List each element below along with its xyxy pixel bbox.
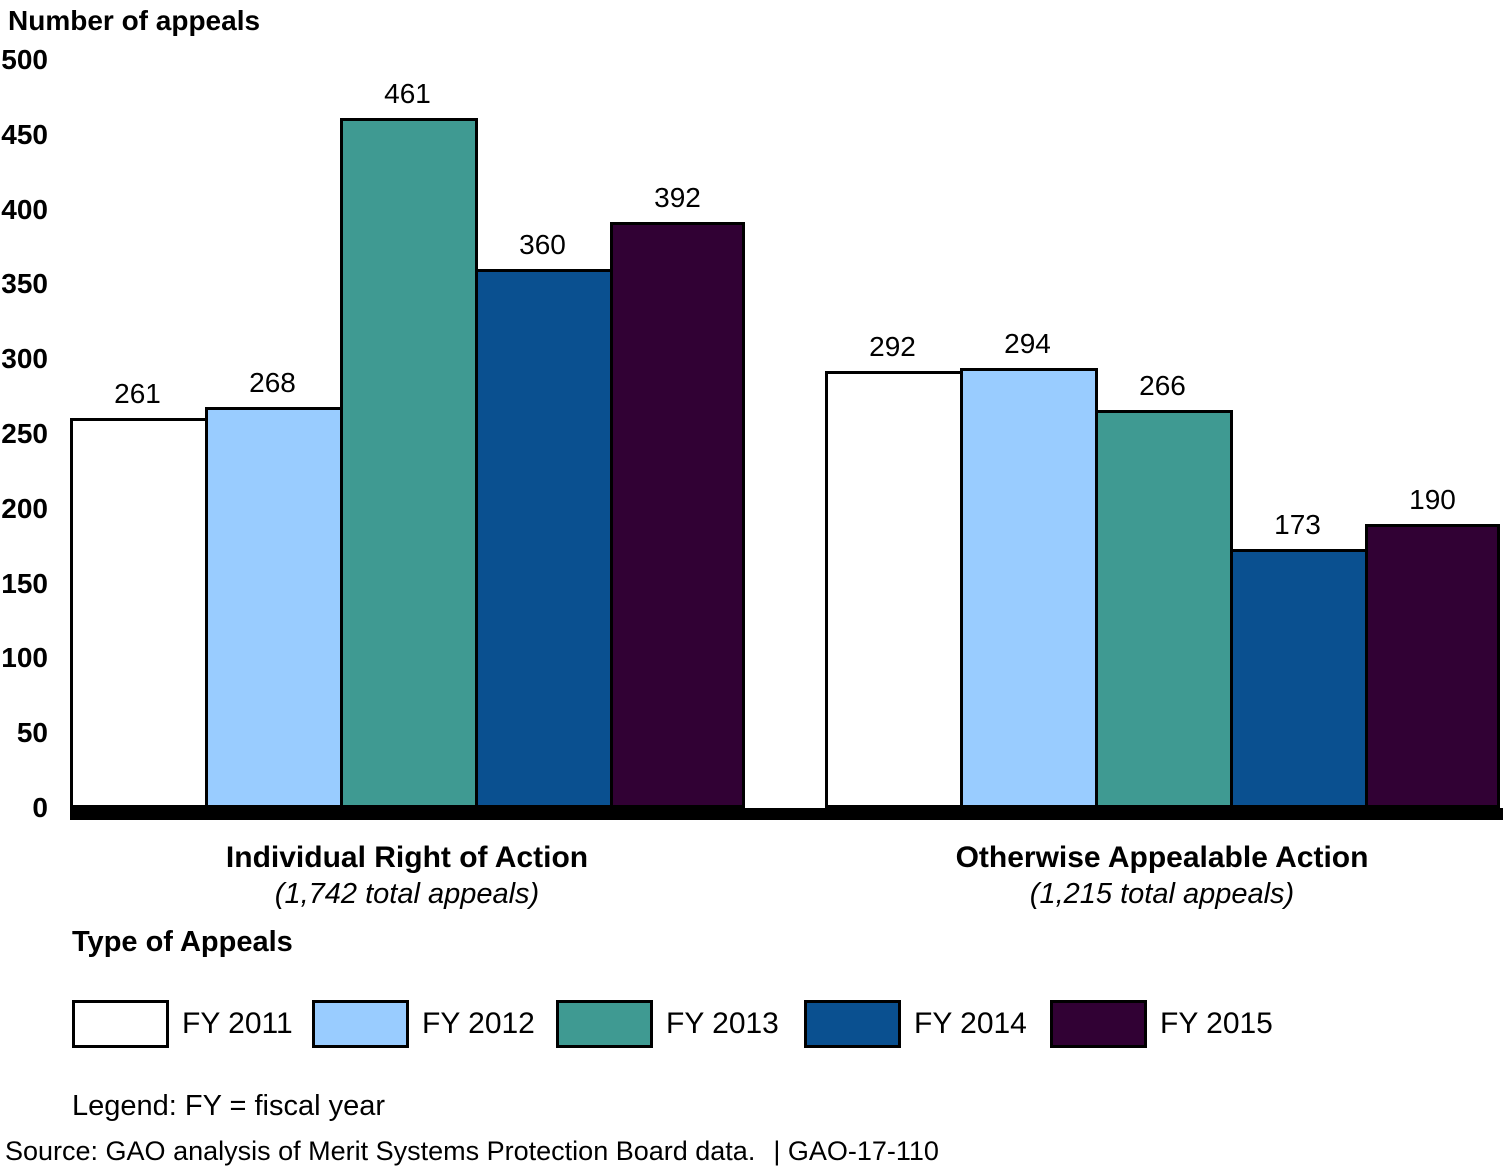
group-name: Individual Right of Action	[225, 841, 589, 874]
bar-value-label: 292	[869, 331, 916, 363]
bar-value-label: 173	[1274, 509, 1321, 541]
legend-swatch-fy-2013	[556, 1000, 653, 1048]
bar-value-label: 461	[384, 78, 431, 110]
bar-fy-2012-otherwise-appealable-action	[960, 368, 1098, 808]
legend-note: Legend: FY = fiscal year	[72, 1090, 386, 1122]
bar-fy-2015-otherwise-appealable-action	[1365, 523, 1500, 808]
legend-label: FY 2013	[666, 1007, 779, 1040]
y-tick-label-100: 100	[1, 642, 48, 674]
group-total: (1,215 total appeals)	[1029, 878, 1295, 910]
y-tick-label-500: 500	[1, 44, 48, 75]
bar-value-label: 190	[1409, 483, 1456, 515]
bar-value-label: 392	[654, 181, 701, 213]
y-axis-title: Number of appeals	[8, 5, 261, 36]
legend-item-fy-2014: FY 2014	[804, 1000, 1027, 1048]
bar-fy-2013-otherwise-appealable-action	[1095, 410, 1233, 808]
bar-value-label: 268	[249, 367, 296, 399]
bar-fy-2011-individual-right-of-action	[70, 417, 208, 808]
y-tick-label-350: 350	[1, 268, 48, 300]
legend-item-fy-2011: FY 2011	[72, 1000, 293, 1048]
y-tick-label-400: 400	[1, 193, 48, 225]
y-tick-label-250: 250	[1, 418, 48, 449]
bar-fy-2014-individual-right-of-action	[475, 269, 613, 808]
legend-item-fy-2013: FY 2013	[556, 1000, 779, 1048]
legend-title: Type of Appeals	[72, 926, 293, 958]
legend-swatch-fy-2012	[312, 1000, 409, 1048]
y-tick-label-0: 0	[32, 792, 48, 823]
group-label-otherwise-appealable-action: Otherwise Appealable Action (1,215 total…	[956, 840, 1369, 912]
bar-fy-2011-otherwise-appealable-action	[825, 371, 963, 808]
y-tick-label-200: 200	[1, 492, 48, 524]
report-number: | GAO-17-110	[773, 1136, 939, 1166]
y-tick-label-450: 450	[1, 118, 48, 150]
legend-label: FY 2014	[914, 1007, 1027, 1040]
legend-swatch-fy-2014	[804, 1000, 901, 1048]
source-text: Source: GAO analysis of Merit Systems Pr…	[5, 1136, 756, 1166]
legend-label: FY 2015	[1160, 1007, 1273, 1040]
legend-item-fy-2015: FY 2015	[1050, 1000, 1273, 1048]
y-axis: 0 50 100 150 200 250 300 350 400 450 500	[0, 45, 48, 823]
y-tick-label-50: 50	[16, 717, 48, 749]
legend: FY 2011 FY 2012 FY 2013 FY 2014 FY 2015	[0, 1000, 1503, 1048]
plot-area: 261 268 461 360 392 292 294 266 173 190	[70, 60, 1503, 820]
legend-label: FY 2011	[182, 1007, 293, 1040]
bar-fy-2014-otherwise-appealable-action	[1230, 549, 1368, 808]
bar-value-label: 360	[519, 229, 566, 261]
bar-fy-2013-individual-right-of-action	[340, 118, 478, 808]
bar-fy-2012-individual-right-of-action	[205, 407, 343, 808]
bar-value-label: 266	[1139, 370, 1186, 402]
group-total: (1,742 total appeals)	[274, 878, 540, 910]
source-line: Source: GAO analysis of Merit Systems Pr…	[5, 1136, 939, 1167]
y-tick-label-300: 300	[1, 343, 48, 375]
bar-fy-2015-individual-right-of-action	[610, 221, 745, 808]
x-axis-baseline	[70, 808, 1503, 820]
legend-item-fy-2012: FY 2012	[312, 1000, 535, 1048]
group-label-individual-right-of-action: Individual Right of Action (1,742 total …	[226, 840, 588, 912]
y-tick-label-150: 150	[1, 567, 48, 599]
legend-swatch-fy-2015	[1050, 1000, 1147, 1048]
bar-value-label: 294	[1004, 328, 1051, 360]
legend-swatch-fy-2011	[72, 1000, 169, 1048]
legend-label: FY 2012	[422, 1007, 535, 1040]
bar-value-label: 261	[114, 377, 161, 409]
group-name: Otherwise Appealable Action	[955, 841, 1369, 874]
